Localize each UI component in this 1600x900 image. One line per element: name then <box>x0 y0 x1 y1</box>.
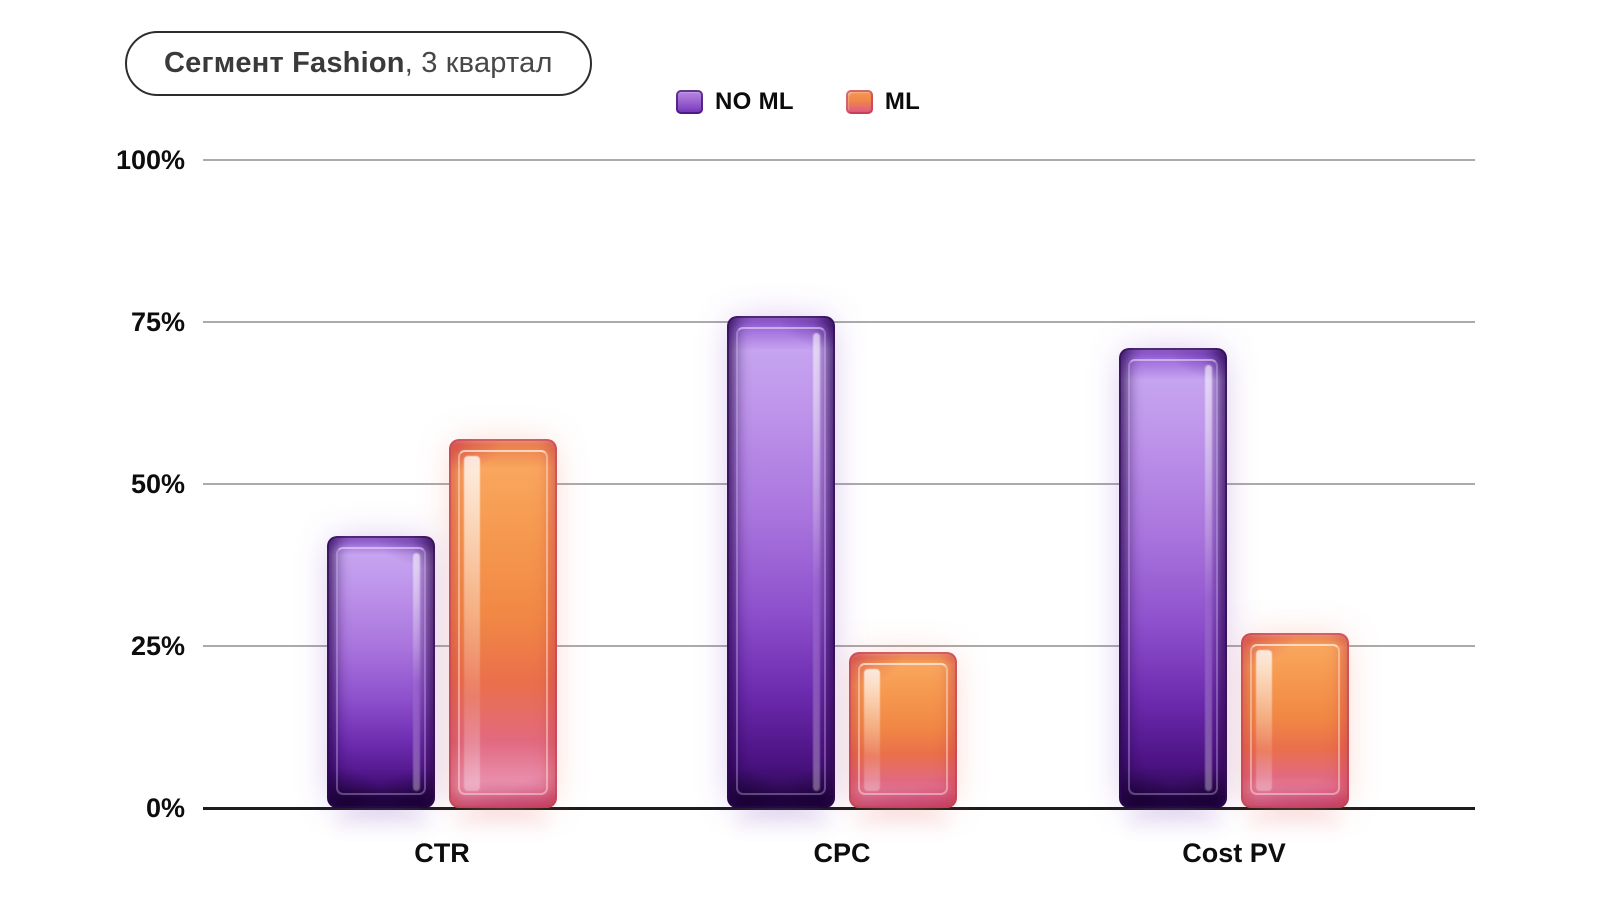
bar-face <box>1119 348 1227 808</box>
y-tick-label-25: 25% <box>130 631 185 661</box>
legend-item-ml: ML <box>845 88 921 116</box>
gridline-100 <box>203 159 1475 161</box>
bar-face <box>1241 633 1349 808</box>
y-tick-label-100: 100% <box>115 145 185 175</box>
bar-cost-pv-ml <box>1241 633 1349 844</box>
title-badge: Сегмент Fashion, 3 квартал <box>125 31 592 96</box>
title-quarter: , 3 квартал <box>404 47 553 79</box>
bar-face <box>449 439 557 808</box>
y-tick-label-0: 0% <box>145 793 185 823</box>
x-axis-line <box>203 806 1475 810</box>
bar-cpc-no-ml <box>727 316 835 844</box>
legend-label-ml: ML <box>884 88 921 115</box>
gridline-75 <box>203 321 1475 323</box>
x-category-label-ctr: CTR <box>414 838 470 868</box>
y-tick-label-75: 75% <box>130 307 185 337</box>
x-category-label-cost-pv: Cost PV <box>1182 838 1286 868</box>
bar-face <box>849 652 957 808</box>
no-ml-swatch-icon <box>676 90 703 114</box>
bar-face <box>327 536 435 808</box>
legend-label-no-ml: NO ML <box>715 88 794 115</box>
bar-cost-pv-no-ml <box>1119 348 1227 844</box>
bar-cpc-ml <box>849 652 957 844</box>
bar-ctr-no-ml <box>327 536 435 844</box>
bar-face <box>727 316 835 808</box>
gridline-50 <box>203 483 1475 485</box>
x-category-label-cpc: CPC <box>813 838 871 868</box>
gridline-25 <box>203 645 1475 647</box>
ml-swatch-icon <box>845 90 873 114</box>
y-tick-label-50: 50% <box>130 469 185 499</box>
legend-item-no-ml: NO ML <box>676 88 794 116</box>
legend: NO ML ML <box>676 88 920 116</box>
title-segment: Сегмент Fashion <box>164 47 405 79</box>
bar-ctr-ml <box>449 439 557 844</box>
